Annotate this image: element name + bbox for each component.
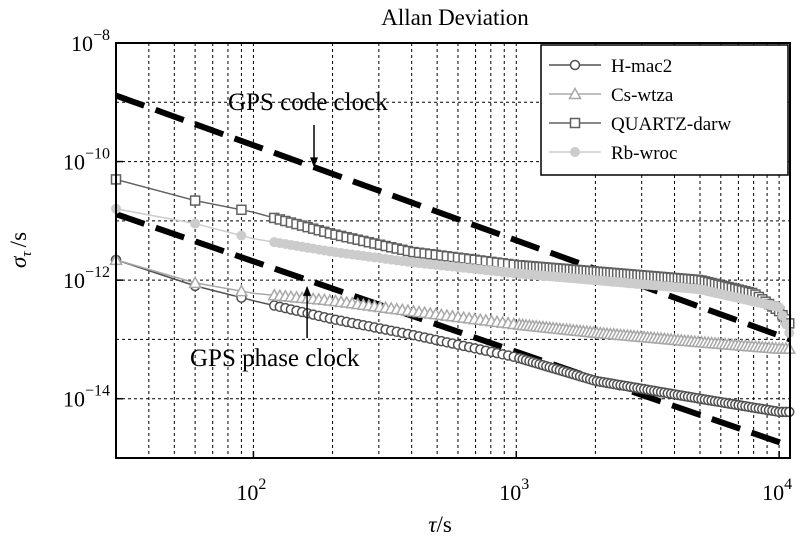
- arrow-head: [303, 285, 312, 296]
- x-axis-label: τ/s: [428, 512, 452, 537]
- data-point: [236, 230, 247, 241]
- axis-ticks: 102 103 104 10−8 10−10 10−12 10−14: [63, 27, 792, 505]
- legend-marker: [570, 147, 580, 157]
- annotations: GPS code clock GPS phase clock: [190, 89, 388, 372]
- series-rb-wroc: [111, 203, 795, 338]
- legend-entry: Cs-wtza: [549, 85, 674, 106]
- reference-line: [114, 92, 792, 343]
- legend-marker: [569, 59, 581, 71]
- legend-marker: [568, 86, 582, 100]
- legend-marker: [569, 117, 581, 129]
- y-axis-label: στ/s: [6, 232, 35, 268]
- arrow-head: [310, 157, 319, 168]
- data-point: [774, 302, 785, 313]
- data-point: [234, 284, 249, 297]
- y-tick-label: 10−14: [63, 383, 110, 412]
- x-tick-label: 102: [236, 476, 266, 505]
- data-point: [190, 218, 201, 229]
- reference-lines: [114, 92, 792, 449]
- legend-label: H-mac2: [611, 56, 672, 77]
- legend: H-mac2 Cs-wtza QUARTZ-darw Rb-wroc: [540, 44, 789, 176]
- x-tick-label: 104: [762, 476, 792, 505]
- reference-line: [115, 211, 791, 449]
- data-series: [109, 174, 797, 418]
- series-h-mac2: [110, 254, 795, 418]
- legend-label: Cs-wtza: [611, 85, 674, 106]
- series-cs-wtza: [109, 252, 797, 354]
- legend-entry: H-mac2: [549, 56, 672, 77]
- legend-entry: QUARTZ-darw: [549, 114, 731, 135]
- y-tick-label: 10−12: [63, 264, 110, 293]
- y-tick-label: 10−8: [71, 27, 110, 56]
- annotation-gps-phase-clock: GPS phase clock: [190, 345, 360, 372]
- legend-box: [540, 44, 789, 176]
- annotation-gps-code-clock: GPS code clock: [228, 89, 388, 116]
- legend-label: Rb-wroc: [611, 143, 677, 164]
- data-point: [777, 310, 788, 321]
- legend-entry: Rb-wroc: [549, 143, 677, 164]
- y-tick-label: 10−10: [63, 146, 110, 175]
- legend-label: QUARTZ-darw: [611, 114, 731, 135]
- data-point: [189, 195, 201, 206]
- data-point: [236, 204, 247, 216]
- x-tick-label: 103: [499, 476, 529, 505]
- plot-frame: [115, 42, 791, 459]
- chart-title: Allan Deviation: [381, 5, 529, 30]
- data-point: [188, 275, 202, 289]
